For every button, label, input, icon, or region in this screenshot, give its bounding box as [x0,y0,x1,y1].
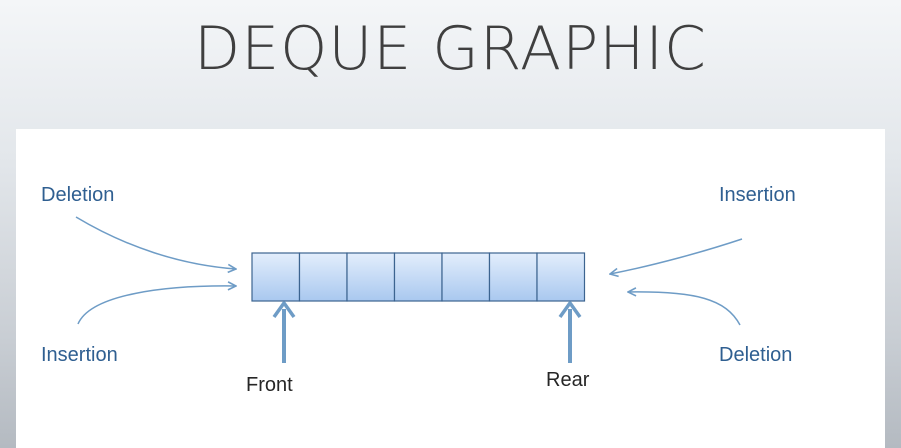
left-insertion-arrow [77,286,236,325]
front-pointer-arrow [272,301,296,363]
diagram-panel: Deletion Insertion Insertion Deletion Fr… [16,129,885,448]
left-deletion-label: Deletion [41,184,115,206]
right-insertion-arrow [610,238,743,274]
slide-title: DEQUE GRAPHIC [194,14,707,84]
deque-cells [251,252,586,302]
deque-diagram [75,216,743,363]
right-deletion-label: Deletion [719,344,793,366]
deque-cell [251,252,301,302]
rear-pointer-arrow [558,301,582,363]
deque-cell [488,252,538,302]
deque-cell [298,252,348,302]
deque-cell [441,252,491,302]
deque-cell [393,252,443,302]
right-insertion-label: Insertion [719,184,796,206]
left-insertion-label: Insertion [41,344,118,366]
front-label: Front [246,374,293,396]
deque-cell [346,252,396,302]
left-deletion-arrow [75,216,236,269]
right-deletion-arrow [628,292,741,326]
rear-label: Rear [546,369,590,391]
deque-cell [536,252,586,302]
